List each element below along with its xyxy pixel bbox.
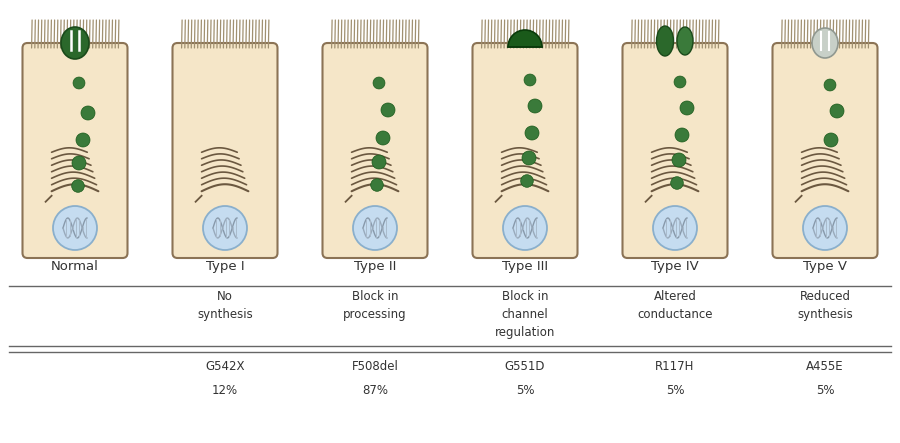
- FancyBboxPatch shape: [472, 43, 578, 258]
- Text: Altered
conductance: Altered conductance: [637, 290, 713, 321]
- Text: A455E: A455E: [806, 360, 844, 373]
- Text: Type V: Type V: [803, 260, 847, 273]
- Ellipse shape: [680, 101, 694, 115]
- Ellipse shape: [521, 175, 534, 187]
- Ellipse shape: [376, 131, 390, 145]
- Ellipse shape: [824, 79, 836, 91]
- Text: F508del: F508del: [352, 360, 399, 373]
- Wedge shape: [508, 30, 542, 47]
- Circle shape: [353, 206, 397, 250]
- Ellipse shape: [381, 103, 395, 117]
- Text: Normal: Normal: [51, 260, 99, 273]
- Text: Type IV: Type IV: [651, 260, 699, 273]
- Text: No
synthesis: No synthesis: [197, 290, 253, 321]
- Text: 5%: 5%: [815, 384, 834, 397]
- Ellipse shape: [73, 77, 85, 89]
- Ellipse shape: [830, 104, 844, 118]
- Text: 87%: 87%: [362, 384, 388, 397]
- Ellipse shape: [525, 126, 539, 140]
- FancyBboxPatch shape: [173, 43, 277, 258]
- Text: Block in
channel
regulation: Block in channel regulation: [495, 290, 555, 339]
- Text: 12%: 12%: [212, 384, 239, 397]
- Circle shape: [53, 206, 97, 250]
- Ellipse shape: [372, 155, 386, 169]
- Ellipse shape: [374, 77, 385, 89]
- Ellipse shape: [672, 153, 686, 167]
- Ellipse shape: [72, 156, 86, 170]
- Circle shape: [653, 206, 697, 250]
- Text: Type I: Type I: [206, 260, 244, 273]
- FancyBboxPatch shape: [22, 43, 128, 258]
- Ellipse shape: [72, 180, 85, 192]
- Circle shape: [503, 206, 547, 250]
- Ellipse shape: [677, 27, 693, 55]
- Text: Block in
processing: Block in processing: [343, 290, 407, 321]
- Text: Reduced
synthesis: Reduced synthesis: [797, 290, 853, 321]
- Text: 5%: 5%: [666, 384, 684, 397]
- Ellipse shape: [61, 27, 89, 59]
- Ellipse shape: [81, 106, 95, 120]
- Text: G542X: G542X: [205, 360, 245, 373]
- Ellipse shape: [522, 151, 536, 165]
- Ellipse shape: [528, 99, 542, 113]
- Text: R117H: R117H: [655, 360, 695, 373]
- Text: G551D: G551D: [505, 360, 545, 373]
- Ellipse shape: [656, 26, 673, 56]
- FancyBboxPatch shape: [322, 43, 428, 258]
- Circle shape: [803, 206, 847, 250]
- Ellipse shape: [824, 133, 838, 147]
- Ellipse shape: [371, 179, 383, 191]
- Text: 5%: 5%: [516, 384, 535, 397]
- Ellipse shape: [670, 177, 683, 189]
- FancyBboxPatch shape: [623, 43, 727, 258]
- Text: Type II: Type II: [354, 260, 396, 273]
- Circle shape: [203, 206, 247, 250]
- Ellipse shape: [674, 76, 686, 88]
- Ellipse shape: [675, 128, 689, 142]
- Ellipse shape: [812, 28, 838, 58]
- FancyBboxPatch shape: [772, 43, 877, 258]
- Ellipse shape: [76, 133, 90, 147]
- Ellipse shape: [524, 74, 536, 86]
- Text: Type III: Type III: [502, 260, 548, 273]
